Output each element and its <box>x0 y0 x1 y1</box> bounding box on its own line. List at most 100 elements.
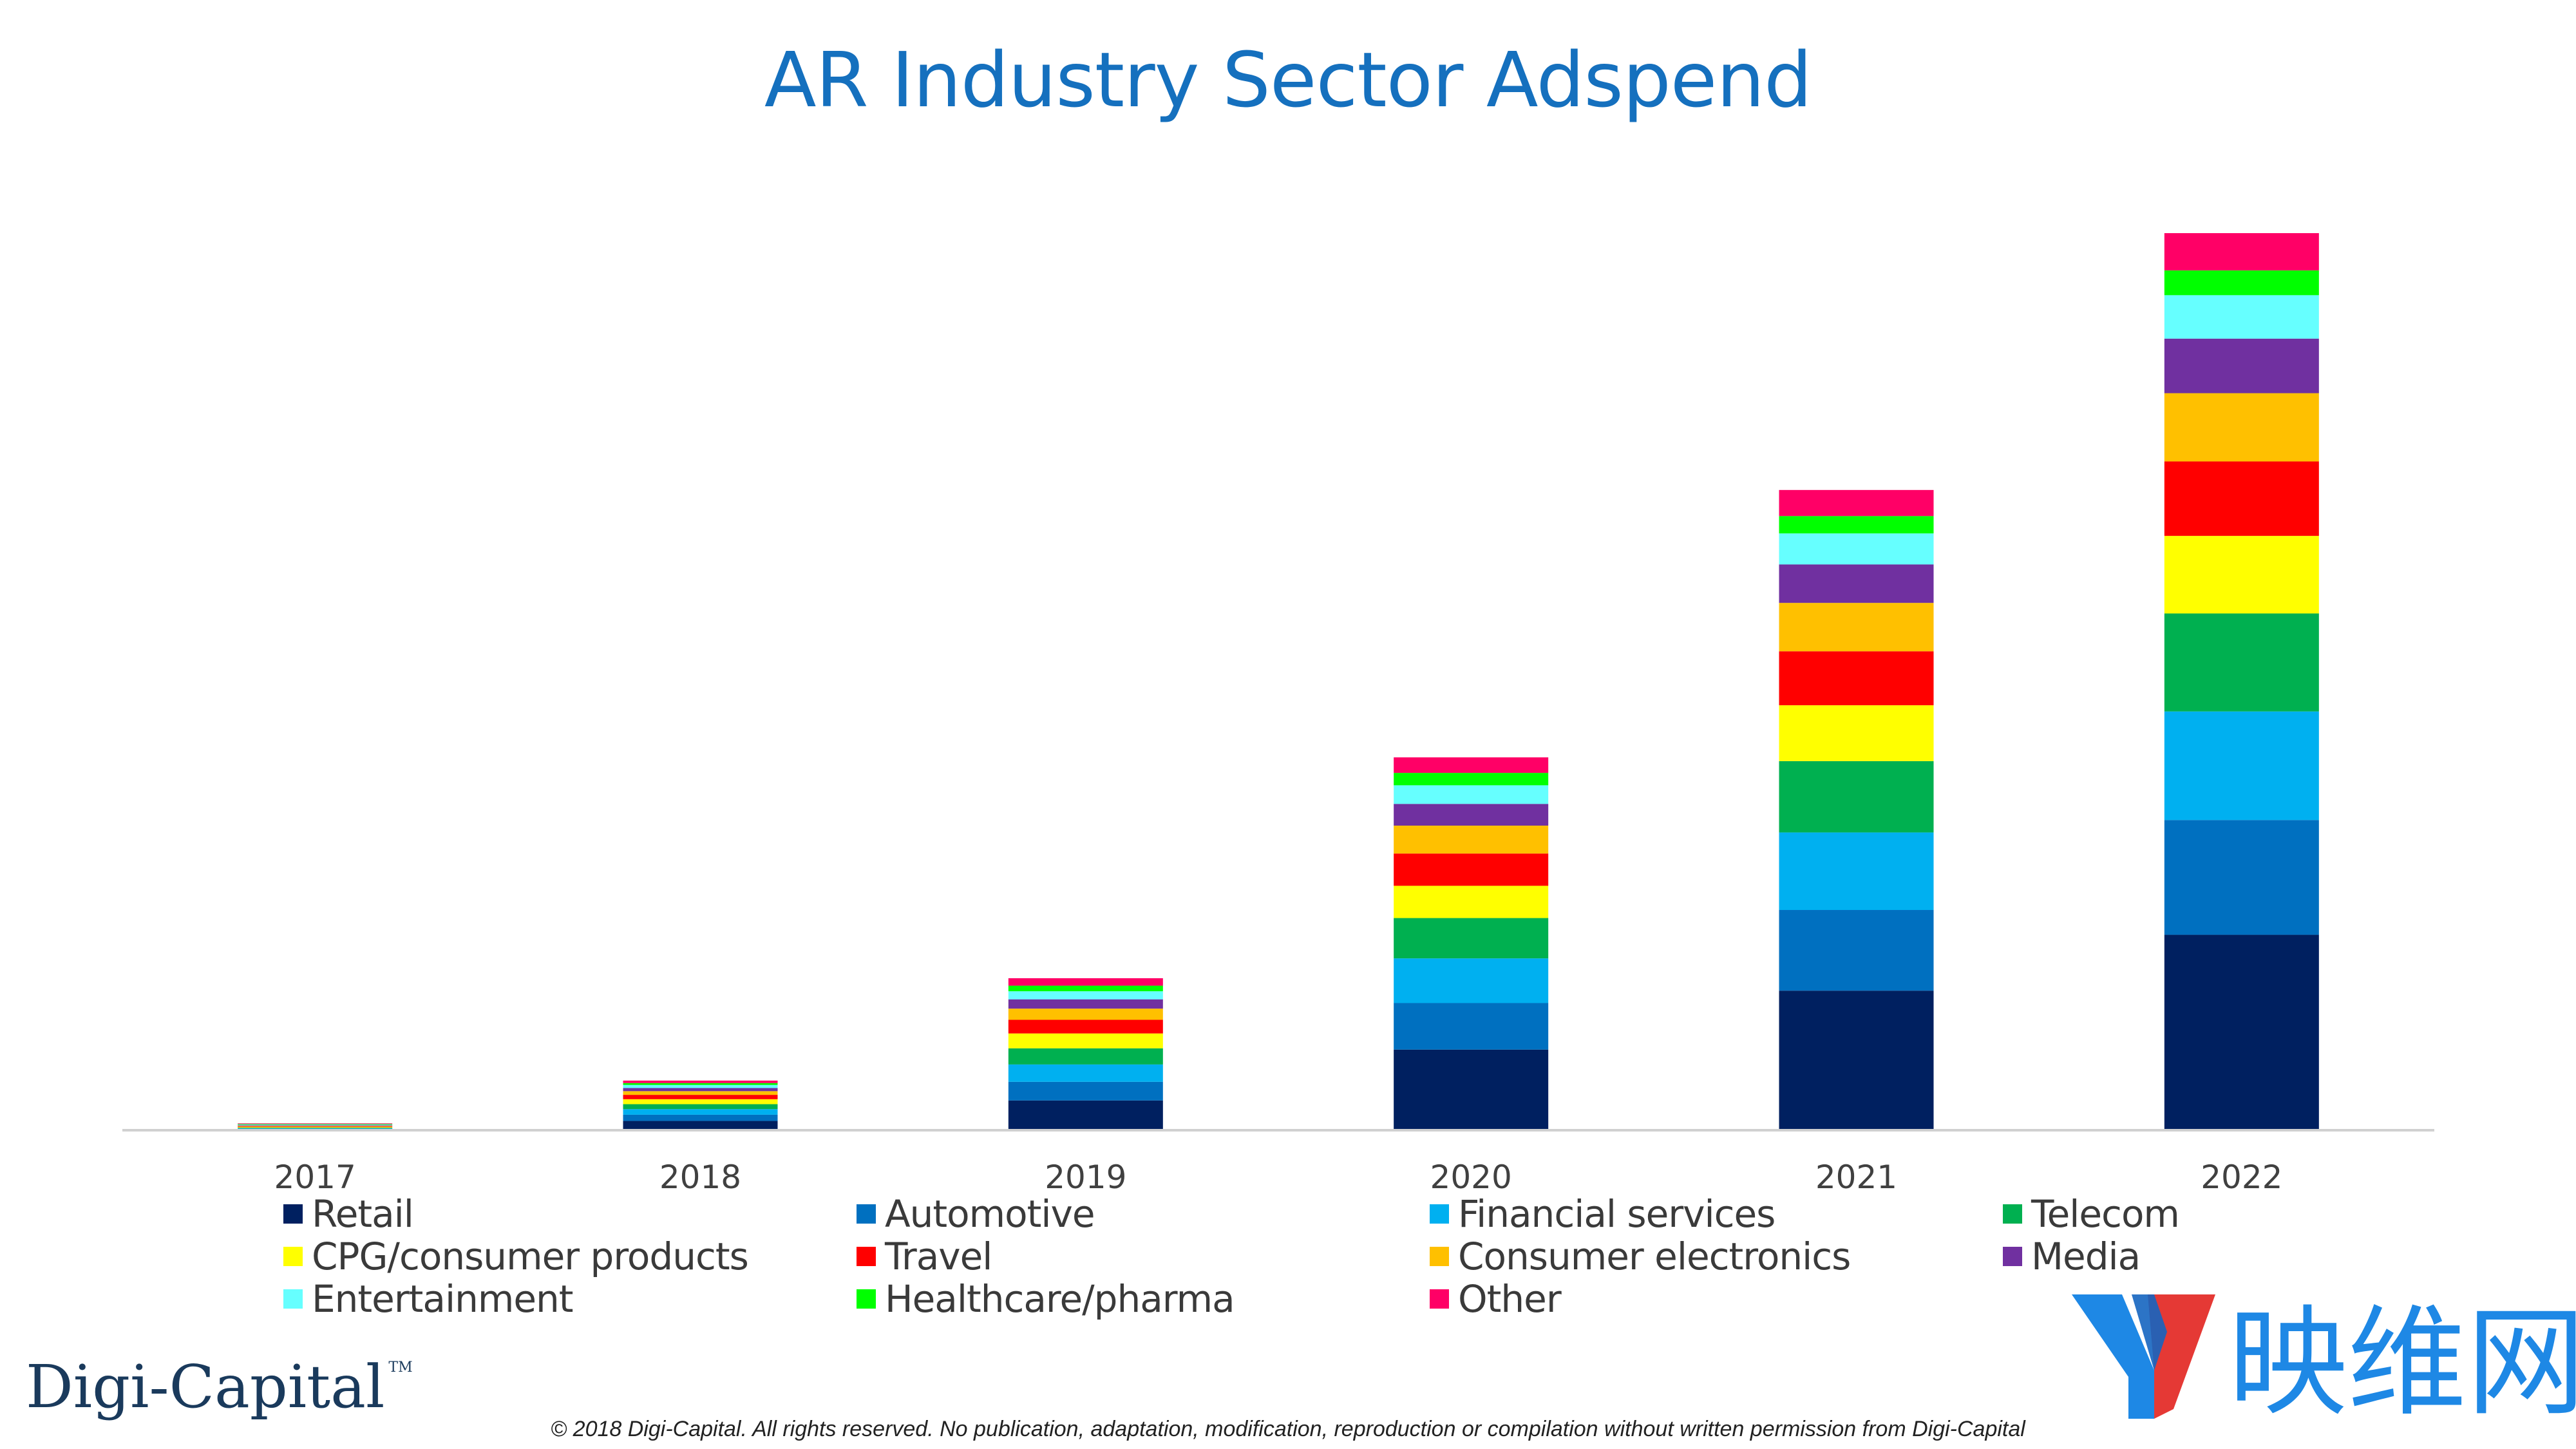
legend-item-consumer-electronics: Consumer electronics <box>1430 1235 2003 1278</box>
bar-segment-2017-other <box>238 1123 393 1124</box>
legend-label-other: Other <box>1458 1277 1562 1321</box>
legend-item-retail: Retail <box>283 1192 857 1236</box>
bar-segment-2020-travel <box>1394 853 1549 886</box>
bar-segment-2018-other <box>623 1080 778 1083</box>
legend-swatch-consumer-electronics <box>1430 1247 1449 1266</box>
x-tick-label-2020: 2020 <box>1430 1159 1512 1196</box>
bar-segment-2022-automotive <box>2164 820 2319 935</box>
bar-segment-2022-travel <box>2164 461 2319 536</box>
chart-title: AR Industry Sector Adspend <box>764 35 1812 124</box>
legend-label-telecom: Telecom <box>2031 1192 2180 1236</box>
x-tick-label-2019: 2019 <box>1045 1159 1126 1196</box>
bar-segment-2022-healthcare-pharma <box>2164 270 2319 296</box>
bar-segment-2022-telecom <box>2164 613 2319 712</box>
bar-segment-2022-other <box>2164 233 2319 270</box>
bar-segment-2020-consumer-electronics <box>1394 826 1549 854</box>
bar-segment-2021-cpg-consumer-products <box>1779 705 1934 761</box>
bar-segment-2020-automotive <box>1394 1003 1549 1050</box>
bar-segment-2021-healthcare-pharma <box>1779 516 1934 534</box>
bar-segment-2019-cpg-consumer-products <box>1008 1033 1163 1048</box>
legend-swatch-other <box>1430 1289 1449 1309</box>
legend-item-telecom: Telecom <box>2003 1192 2344 1236</box>
bar-segment-2018-healthcare-pharma <box>623 1083 778 1085</box>
bar-segment-2021-retail <box>1779 990 1934 1130</box>
watermark-text: 映维网 <box>2228 1293 2576 1422</box>
bar-segment-2017-travel <box>238 1126 393 1128</box>
bar-segment-2020-healthcare-pharma <box>1394 773 1549 786</box>
legend-label-travel: Travel <box>885 1235 992 1278</box>
legend-label-cpg-consumer-products: CPG/consumer products <box>312 1235 749 1278</box>
legend-item-cpg-consumer-products: CPG/consumer products <box>283 1235 857 1278</box>
bar-segment-2018-telecom <box>623 1104 778 1110</box>
bar-segment-2017-cpg-consumer-products <box>238 1127 393 1128</box>
legend-swatch-telecom <box>2003 1204 2022 1224</box>
watermark-logo: 映维网 <box>2072 1293 2576 1422</box>
bar-segment-2022-cpg-consumer-products <box>2164 536 2319 614</box>
x-tick-label-2018: 2018 <box>659 1159 741 1196</box>
bar-segment-2020-media <box>1394 804 1549 826</box>
bar-segment-2018-automotive <box>623 1114 778 1121</box>
legend-label-automotive: Automotive <box>885 1192 1095 1236</box>
bar-segment-2021-media <box>1779 564 1934 603</box>
bar-segment-2018-consumer-electronics <box>623 1091 778 1095</box>
legend-item-other: Other <box>1430 1277 2003 1321</box>
bar-segment-2018-travel <box>623 1095 778 1099</box>
legend-swatch-media <box>2003 1247 2022 1266</box>
legend-swatch-cpg-consumer-products <box>283 1247 303 1266</box>
bar-segment-2017-entertainment <box>238 1124 393 1126</box>
legend-item-automotive: Automotive <box>857 1192 1430 1236</box>
bar-segment-2022-financial-services <box>2164 711 2319 820</box>
bar-segment-2020-retail <box>1394 1049 1549 1130</box>
bar-segment-2018-entertainment <box>623 1084 778 1088</box>
legend-label-consumer-electronics: Consumer electronics <box>1458 1235 1851 1278</box>
legend-swatch-entertainment <box>283 1289 303 1309</box>
chart-legend: Retail Automotive Financial services Teleco… <box>283 1192 2344 1321</box>
legend-label-media: Media <box>2031 1235 2141 1278</box>
bar-segment-2019-other <box>1008 978 1163 986</box>
bar-segment-2019-financial-services <box>1008 1064 1163 1082</box>
watermark-logo-y-mark <box>2072 1294 2154 1419</box>
x-tick-label-2021: 2021 <box>1815 1159 1897 1196</box>
x-tick-labels: 2017 2018 2019 2020 2021 2022 <box>274 1159 2283 1196</box>
bar-segment-2017-financial-services <box>238 1128 393 1130</box>
legend-item-media: Media <box>2003 1235 2344 1278</box>
legend-swatch-travel <box>857 1247 876 1266</box>
legend-label-financial-services: Financial services <box>1458 1192 1776 1236</box>
legend-label-retail: Retail <box>312 1192 414 1236</box>
x-tick-label-2017: 2017 <box>274 1159 356 1196</box>
legend-item-healthcare-pharma: Healthcare/pharma <box>857 1277 1430 1321</box>
bar-segment-2020-cpg-consumer-products <box>1394 886 1549 918</box>
bar-segment-2019-retail <box>1008 1100 1163 1130</box>
bar-segment-2019-consumer-electronics <box>1008 1009 1163 1020</box>
bar-segment-2022-entertainment <box>2164 295 2319 339</box>
bar-segment-2021-entertainment <box>1779 533 1934 565</box>
legend-swatch-retail <box>283 1204 303 1224</box>
digi-capital-logo: Digi-Capital TM <box>26 1352 413 1421</box>
bar-segment-2019-automotive <box>1008 1081 1163 1101</box>
bar-segment-2019-healthcare-pharma <box>1008 985 1163 992</box>
bar-segment-2018-media <box>623 1088 778 1092</box>
bar-segment-2018-retail <box>623 1121 778 1130</box>
bar-segment-2019-media <box>1008 999 1163 1009</box>
legend-item-entertainment: Entertainment <box>283 1277 857 1321</box>
legend-label-entertainment: Entertainment <box>312 1277 574 1321</box>
legend-swatch-financial-services <box>1430 1204 1449 1224</box>
bar-segment-2020-other <box>1394 757 1549 773</box>
bar-segment-2021-financial-services <box>1779 832 1934 911</box>
bar-segment-2022-retail <box>2164 934 2319 1130</box>
bar-segment-2020-financial-services <box>1394 958 1549 1003</box>
watermark-logo-v-shade <box>2132 1294 2167 1370</box>
bar-segment-2018-cpg-consumer-products <box>623 1099 778 1104</box>
legend-swatch-automotive <box>857 1204 876 1224</box>
legend-item-financial-services: Financial services <box>1430 1192 2003 1236</box>
bar-segment-2017-media <box>238 1125 393 1126</box>
legend-swatch-healthcare-pharma <box>857 1289 876 1309</box>
bar-segment-2018-financial-services <box>623 1109 778 1115</box>
bar-segment-2020-telecom <box>1394 918 1549 959</box>
bar-segment-2019-entertainment <box>1008 991 1163 999</box>
bar-segment-2021-consumer-electronics <box>1779 603 1934 652</box>
legend-item-travel: Travel <box>857 1235 1430 1278</box>
bar-segment-2021-automotive <box>1779 910 1934 991</box>
bar-area <box>238 233 2319 1130</box>
